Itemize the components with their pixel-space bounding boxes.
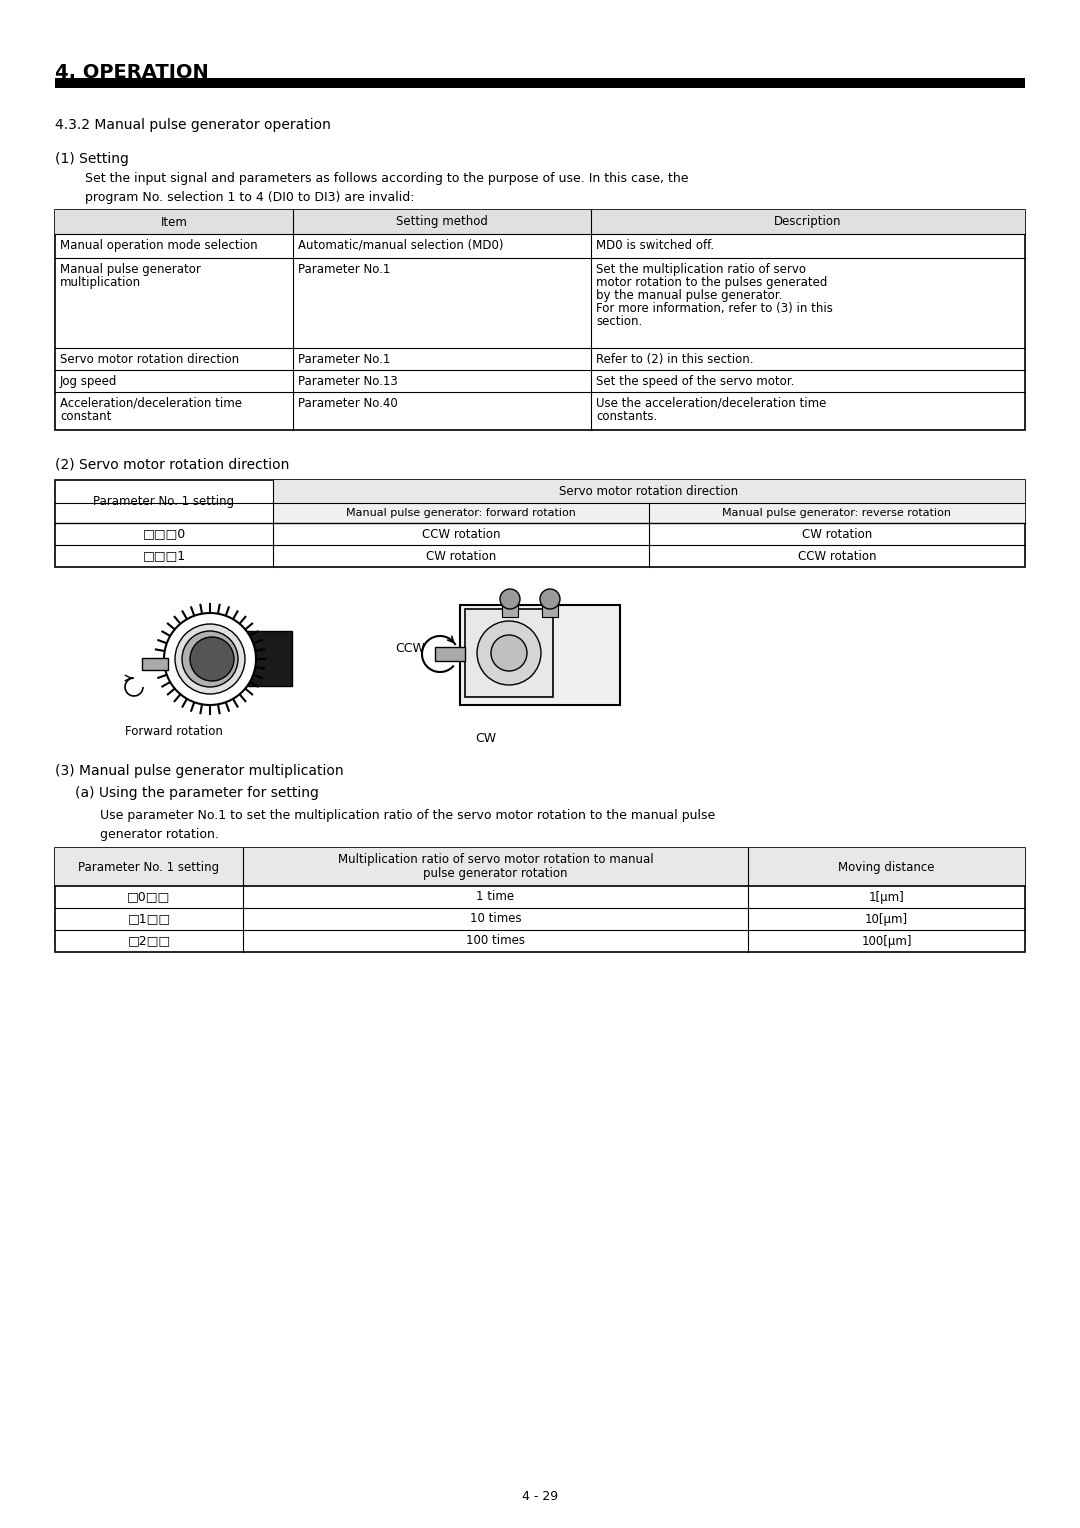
- Text: 10[μm]: 10[μm]: [865, 912, 908, 926]
- Text: Parameter No.40: Parameter No.40: [298, 397, 397, 410]
- Text: program No. selection 1 to 4 (DI0 to DI3) are invalid:: program No. selection 1 to 4 (DI0 to DI3…: [85, 191, 415, 205]
- Bar: [55, 480, 1025, 567]
- Text: Use parameter No.1 to set the multiplication ratio of the servo motor rotation t: Use parameter No.1 to set the multiplica…: [100, 808, 715, 822]
- Text: section.: section.: [596, 315, 643, 329]
- Text: Automatic/manual selection (MD0): Automatic/manual selection (MD0): [298, 238, 503, 252]
- Bar: [55, 78, 1025, 89]
- Text: 4. OPERATION: 4. OPERATION: [55, 63, 208, 83]
- Text: Set the input signal and parameters as follows according to the purpose of use. : Set the input signal and parameters as f…: [85, 173, 689, 185]
- Circle shape: [540, 588, 561, 610]
- Text: Acceleration/deceleration time: Acceleration/deceleration time: [60, 397, 242, 410]
- Text: Item: Item: [161, 215, 188, 229]
- Text: Manual pulse generator: reverse rotation: Manual pulse generator: reverse rotation: [723, 507, 951, 518]
- Circle shape: [164, 613, 256, 704]
- Text: CCW: CCW: [395, 642, 424, 656]
- Text: Jog speed: Jog speed: [60, 374, 118, 388]
- Bar: [542, 599, 558, 617]
- Text: Manual pulse generator: Manual pulse generator: [60, 263, 201, 277]
- Text: 10 times: 10 times: [470, 912, 522, 926]
- Circle shape: [175, 623, 245, 694]
- Text: (3) Manual pulse generator multiplication: (3) Manual pulse generator multiplicatio…: [55, 764, 343, 778]
- Text: constant: constant: [60, 410, 111, 423]
- Text: Parameter No.1: Parameter No.1: [298, 263, 390, 277]
- Text: multiplication: multiplication: [60, 277, 141, 289]
- Text: Set the speed of the servo motor.: Set the speed of the servo motor.: [596, 374, 795, 388]
- Text: □1□□: □1□□: [127, 912, 171, 926]
- Text: For more information, refer to (3) in this: For more information, refer to (3) in th…: [596, 303, 833, 315]
- Text: 1 time: 1 time: [476, 891, 514, 903]
- Text: Use the acceleration/deceleration time: Use the acceleration/deceleration time: [596, 397, 826, 410]
- Text: pulse generator rotation: pulse generator rotation: [423, 868, 568, 880]
- Bar: [55, 848, 1025, 886]
- Text: 1[μm]: 1[μm]: [868, 891, 904, 903]
- Circle shape: [183, 631, 238, 688]
- Bar: [435, 646, 465, 662]
- Text: CW rotation: CW rotation: [426, 550, 496, 562]
- Text: Parameter No.1: Parameter No.1: [298, 353, 390, 367]
- Bar: [55, 848, 1025, 952]
- Bar: [273, 480, 1025, 503]
- Text: (1) Setting: (1) Setting: [55, 151, 129, 167]
- Text: CW rotation: CW rotation: [801, 527, 873, 541]
- Text: Setting method: Setting method: [396, 215, 488, 229]
- Text: Manual operation mode selection: Manual operation mode selection: [60, 238, 258, 252]
- Bar: [55, 209, 1025, 429]
- Text: □□□1: □□□1: [143, 550, 186, 562]
- Text: □0□□: □0□□: [127, 891, 171, 903]
- Text: Servo motor rotation direction: Servo motor rotation direction: [60, 353, 239, 367]
- Text: 4.3.2 Manual pulse generator operation: 4.3.2 Manual pulse generator operation: [55, 118, 330, 131]
- Text: CCW rotation: CCW rotation: [422, 527, 500, 541]
- Text: 4 - 29: 4 - 29: [522, 1490, 558, 1504]
- Text: (2) Servo motor rotation direction: (2) Servo motor rotation direction: [55, 458, 289, 472]
- Text: motor rotation to the pulses generated: motor rotation to the pulses generated: [596, 277, 827, 289]
- Bar: [141, 659, 168, 669]
- Text: CCW rotation: CCW rotation: [798, 550, 876, 562]
- Text: Parameter No. 1 setting: Parameter No. 1 setting: [79, 860, 219, 874]
- Text: generator rotation.: generator rotation.: [100, 828, 219, 840]
- Text: by the manual pulse generator.: by the manual pulse generator.: [596, 289, 782, 303]
- Text: Refer to (2) in this section.: Refer to (2) in this section.: [596, 353, 754, 367]
- Bar: [55, 209, 1025, 234]
- Text: MD0 is switched off.: MD0 is switched off.: [596, 238, 714, 252]
- Text: (a) Using the parameter for setting: (a) Using the parameter for setting: [75, 785, 319, 801]
- Text: CW: CW: [475, 732, 496, 746]
- Text: Manual pulse generator: forward rotation: Manual pulse generator: forward rotation: [346, 507, 576, 518]
- Text: □□□0: □□□0: [143, 527, 186, 541]
- Bar: [502, 599, 518, 617]
- Circle shape: [200, 649, 220, 669]
- Text: Parameter No. 1 setting: Parameter No. 1 setting: [94, 495, 234, 507]
- Text: Parameter No.13: Parameter No.13: [298, 374, 397, 388]
- Circle shape: [491, 636, 527, 671]
- Bar: [460, 605, 620, 704]
- Text: Set the multiplication ratio of servo: Set the multiplication ratio of servo: [596, 263, 806, 277]
- Circle shape: [477, 620, 541, 685]
- Text: Description: Description: [774, 215, 841, 229]
- Text: Multiplication ratio of servo motor rotation to manual: Multiplication ratio of servo motor rota…: [338, 854, 653, 866]
- Circle shape: [500, 588, 519, 610]
- Text: 100[μm]: 100[μm]: [861, 935, 912, 947]
- Text: constants.: constants.: [596, 410, 658, 423]
- Circle shape: [190, 637, 234, 681]
- Bar: [273, 503, 1025, 523]
- Text: Servo motor rotation direction: Servo motor rotation direction: [559, 484, 739, 498]
- Text: □2□□: □2□□: [127, 935, 171, 947]
- Text: Moving distance: Moving distance: [838, 860, 935, 874]
- Bar: [465, 610, 553, 697]
- Text: 100 times: 100 times: [465, 935, 525, 947]
- Text: Forward rotation: Forward rotation: [125, 724, 222, 738]
- Bar: [230, 631, 292, 686]
